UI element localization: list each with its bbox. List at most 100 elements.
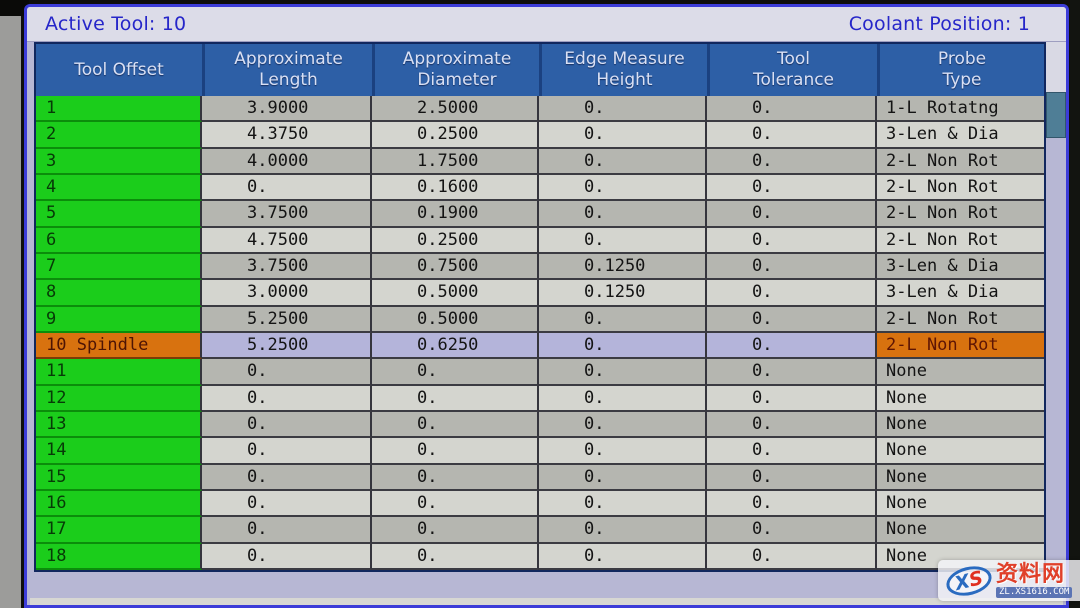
cell-length-11[interactable]: 0.	[202, 359, 372, 386]
cell-offset-9[interactable]: 9	[36, 306, 202, 333]
cell-tolerance-7[interactable]: 0.	[707, 253, 877, 281]
cell-probe-13[interactable]: None	[877, 411, 1044, 439]
cell-diameter-18[interactable]: 0.	[372, 543, 539, 570]
cell-edge-12[interactable]: 0.	[539, 385, 707, 412]
cell-offset-14[interactable]: 14	[36, 438, 202, 465]
cell-tolerance-2[interactable]: 0.	[707, 122, 877, 149]
cell-diameter-5[interactable]: 0.1900	[372, 201, 539, 228]
cell-edge-13[interactable]: 0.	[539, 411, 707, 439]
cell-diameter-4[interactable]: 0.1600	[372, 174, 539, 202]
cell-probe-16[interactable]: None	[877, 490, 1044, 518]
cell-offset-4[interactable]: 4	[36, 174, 202, 202]
cell-probe-15[interactable]: None	[877, 464, 1044, 491]
cell-length-6[interactable]: 4.7500	[202, 227, 372, 254]
cell-tolerance-6[interactable]: 0.	[707, 227, 877, 254]
cell-length-4[interactable]: 0.	[202, 174, 372, 202]
cell-length-15[interactable]: 0.	[202, 464, 372, 491]
cell-diameter-11[interactable]: 0.	[372, 359, 539, 386]
cell-length-17[interactable]: 0.	[202, 517, 372, 544]
cell-offset-1[interactable]: 1	[36, 96, 202, 123]
cell-probe-17[interactable]: None	[877, 517, 1044, 544]
cell-length-12[interactable]: 0.	[202, 385, 372, 412]
cell-offset-16[interactable]: 16	[36, 490, 202, 518]
cell-length-10[interactable]: 5.2500	[202, 332, 372, 360]
cell-probe-12[interactable]: None	[877, 385, 1044, 412]
cell-probe-10[interactable]: 2-L Non Rot	[877, 332, 1044, 360]
cell-diameter-8[interactable]: 0.5000	[372, 280, 539, 307]
cell-probe-7[interactable]: 3-Len & Dia	[877, 253, 1044, 281]
scrollbar[interactable]	[1046, 42, 1066, 572]
cell-edge-2[interactable]: 0.	[539, 122, 707, 149]
cell-edge-10[interactable]: 0.	[539, 332, 707, 360]
cell-offset-5[interactable]: 5	[36, 201, 202, 228]
cell-diameter-2[interactable]: 0.2500	[372, 122, 539, 149]
cell-tolerance-3[interactable]: 0.	[707, 148, 877, 175]
cell-diameter-10[interactable]: 0.6250	[372, 332, 539, 360]
cell-diameter-9[interactable]: 0.5000	[372, 306, 539, 333]
cell-edge-9[interactable]: 0.	[539, 306, 707, 333]
cell-edge-16[interactable]: 0.	[539, 490, 707, 518]
cell-tolerance-13[interactable]: 0.	[707, 411, 877, 439]
cell-tolerance-10[interactable]: 0.	[707, 332, 877, 360]
cell-diameter-14[interactable]: 0.	[372, 438, 539, 465]
cell-tolerance-1[interactable]: 0.	[707, 96, 877, 123]
cell-edge-6[interactable]: 0.	[539, 227, 707, 254]
cell-edge-3[interactable]: 0.	[539, 148, 707, 175]
cell-edge-5[interactable]: 0.	[539, 201, 707, 228]
cell-diameter-12[interactable]: 0.	[372, 385, 539, 412]
cell-offset-18[interactable]: 18	[36, 543, 202, 570]
cell-edge-15[interactable]: 0.	[539, 464, 707, 491]
cell-probe-8[interactable]: 3-Len & Dia	[877, 280, 1044, 307]
cell-edge-4[interactable]: 0.	[539, 174, 707, 202]
cell-diameter-1[interactable]: 2.5000	[372, 96, 539, 123]
cell-length-18[interactable]: 0.	[202, 543, 372, 570]
cell-length-7[interactable]: 3.7500	[202, 253, 372, 281]
cell-offset-12[interactable]: 12	[36, 385, 202, 412]
cell-edge-14[interactable]: 0.	[539, 438, 707, 465]
scrollbar-thumb[interactable]	[1046, 92, 1066, 138]
cell-length-3[interactable]: 4.0000	[202, 148, 372, 175]
cell-length-16[interactable]: 0.	[202, 490, 372, 518]
cell-tolerance-4[interactable]: 0.	[707, 174, 877, 202]
cell-offset-8[interactable]: 8	[36, 280, 202, 307]
cell-tolerance-14[interactable]: 0.	[707, 438, 877, 465]
cell-edge-1[interactable]: 0.	[539, 96, 707, 123]
cell-tolerance-5[interactable]: 0.	[707, 201, 877, 228]
cell-diameter-3[interactable]: 1.7500	[372, 148, 539, 175]
cell-length-1[interactable]: 3.9000	[202, 96, 372, 123]
cell-length-2[interactable]: 4.3750	[202, 122, 372, 149]
cell-diameter-7[interactable]: 0.7500	[372, 253, 539, 281]
cell-diameter-16[interactable]: 0.	[372, 490, 539, 518]
cell-length-9[interactable]: 5.2500	[202, 306, 372, 333]
cell-offset-13[interactable]: 13	[36, 411, 202, 439]
cell-probe-14[interactable]: None	[877, 438, 1044, 465]
cell-length-14[interactable]: 0.	[202, 438, 372, 465]
cell-offset-6[interactable]: 6	[36, 227, 202, 254]
cell-offset-17[interactable]: 17	[36, 517, 202, 544]
cell-probe-6[interactable]: 2-L Non Rot	[877, 227, 1044, 254]
cell-length-8[interactable]: 3.0000	[202, 280, 372, 307]
cell-offset-10[interactable]: 10 Spindle	[36, 332, 202, 360]
cell-tolerance-16[interactable]: 0.	[707, 490, 877, 518]
cell-probe-5[interactable]: 2-L Non Rot	[877, 201, 1044, 228]
cell-probe-11[interactable]: None	[877, 359, 1044, 386]
cell-offset-7[interactable]: 7	[36, 253, 202, 281]
cell-tolerance-11[interactable]: 0.	[707, 359, 877, 386]
cell-diameter-15[interactable]: 0.	[372, 464, 539, 491]
cell-tolerance-15[interactable]: 0.	[707, 464, 877, 491]
cell-tolerance-9[interactable]: 0.	[707, 306, 877, 333]
cell-offset-3[interactable]: 3	[36, 148, 202, 175]
cell-edge-7[interactable]: 0.1250	[539, 253, 707, 281]
cell-tolerance-8[interactable]: 0.	[707, 280, 877, 307]
cell-probe-3[interactable]: 2-L Non Rot	[877, 148, 1044, 175]
cell-offset-11[interactable]: 11	[36, 359, 202, 386]
cell-edge-11[interactable]: 0.	[539, 359, 707, 386]
cell-tolerance-18[interactable]: 0.	[707, 543, 877, 570]
cell-edge-8[interactable]: 0.1250	[539, 280, 707, 307]
cell-probe-2[interactable]: 3-Len & Dia	[877, 122, 1044, 149]
cell-tolerance-17[interactable]: 0.	[707, 517, 877, 544]
cell-offset-15[interactable]: 15	[36, 464, 202, 491]
cell-diameter-17[interactable]: 0.	[372, 517, 539, 544]
cell-probe-4[interactable]: 2-L Non Rot	[877, 174, 1044, 202]
cell-probe-9[interactable]: 2-L Non Rot	[877, 306, 1044, 333]
